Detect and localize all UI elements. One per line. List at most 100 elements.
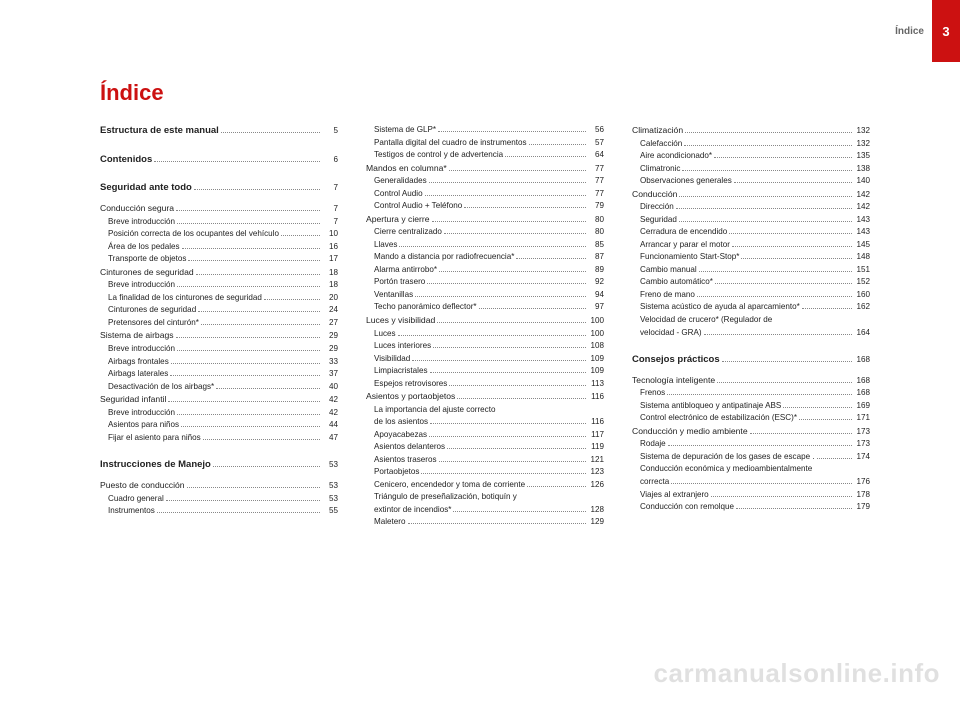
toc-entry[interactable]: Fijar el asiento para niños47 — [100, 432, 338, 445]
toc-entry[interactable]: Portaobjetos123 — [366, 466, 604, 479]
toc-entry[interactable]: Breve introducción7 — [100, 216, 338, 229]
toc-entry[interactable]: Control Audio77 — [366, 188, 604, 201]
toc-entry[interactable]: Asientos delanteros119 — [366, 441, 604, 454]
toc-entry[interactable]: Conducción142 — [632, 188, 870, 202]
toc-entry[interactable]: Sistema de airbags29 — [100, 329, 338, 343]
toc-entry[interactable]: Apertura y cierre80 — [366, 213, 604, 227]
toc-entry[interactable]: Limpiacristales109 — [366, 365, 604, 378]
toc-entry[interactable]: Seguridad143 — [632, 214, 870, 227]
toc-entry[interactable]: Llaves85 — [366, 239, 604, 252]
toc-entry[interactable]: Triángulo de preseñalización, botiquín y… — [366, 491, 604, 516]
toc-entry[interactable]: Conducción segura7 — [100, 202, 338, 216]
toc-entry[interactable]: Viajes al extranjero178 — [632, 489, 870, 502]
toc-entry[interactable]: Observaciones generales140 — [632, 175, 870, 188]
toc-label: Luces — [366, 328, 396, 341]
toc-entry[interactable]: Visibilidad109 — [366, 353, 604, 366]
toc-entry[interactable]: Calefacción132 — [632, 138, 870, 151]
toc-entry[interactable]: Instrucciones de Manejo53 — [100, 458, 338, 473]
toc-entry[interactable]: Asientos traseros121 — [366, 454, 604, 467]
toc-entry[interactable]: Breve introducción18 — [100, 279, 338, 292]
toc-entry[interactable]: Transporte de objetos17 — [100, 253, 338, 266]
toc-entry[interactable]: Tecnología inteligente168 — [632, 374, 870, 388]
toc-entry[interactable]: Climatronic138 — [632, 163, 870, 176]
toc-label: Espejos retrovisores — [366, 378, 447, 391]
leader-dots — [453, 511, 586, 512]
toc-entry[interactable]: Cierre centralizado80 — [366, 226, 604, 239]
toc-entry[interactable]: Cuadro general53 — [100, 493, 338, 506]
toc-entry[interactable]: Dirección142 — [632, 201, 870, 214]
toc-entry[interactable]: Puesto de conducción53 — [100, 479, 338, 493]
toc-entry[interactable]: Conducción con remolque179 — [632, 501, 870, 514]
leader-dots — [516, 258, 586, 259]
toc-entry[interactable]: Sistema acústico de ayuda al aparcamient… — [632, 301, 870, 314]
toc-entry[interactable]: Luces100 — [366, 328, 604, 341]
spacer — [100, 167, 338, 181]
toc-entry[interactable]: Cambio manual151 — [632, 264, 870, 277]
toc-entry[interactable]: Área de los pedales16 — [100, 241, 338, 254]
toc-label: Viajes al extranjero — [632, 489, 709, 502]
leader-dots — [449, 385, 586, 386]
toc-entry[interactable]: Mando a distancia por radiofrecuencia*87 — [366, 251, 604, 264]
toc-entry[interactable]: Posición correcta de los ocupantes del v… — [100, 228, 338, 241]
toc-entry[interactable]: Apoyacabezas117 — [366, 429, 604, 442]
toc-entry[interactable]: Instrumentos55 — [100, 505, 338, 518]
toc-entry[interactable]: Airbags laterales37 — [100, 368, 338, 381]
toc-entry[interactable]: Freno de mano160 — [632, 289, 870, 302]
toc-entry[interactable]: Portón trasero92 — [366, 276, 604, 289]
toc-entry[interactable]: Desactivación de los airbags*40 — [100, 381, 338, 394]
toc-entry[interactable]: Conducción y medio ambiente173 — [632, 425, 870, 439]
toc-entry[interactable]: Velocidad de crucero* (Regulador develoc… — [632, 314, 870, 339]
toc-entry[interactable]: Sistema de depuración de los gases de es… — [632, 451, 870, 464]
toc-entry[interactable]: Luces interiores108 — [366, 340, 604, 353]
toc-label: La importancia del ajuste correcto — [366, 404, 495, 417]
toc-entry[interactable]: Funcionamiento Start-Stop*148 — [632, 251, 870, 264]
toc-entry[interactable]: Pretensores del cinturón*27 — [100, 317, 338, 330]
toc-page: 64 — [588, 149, 604, 162]
toc-entry[interactable]: Control Audio + Teléfono79 — [366, 200, 604, 213]
toc-entry[interactable]: Frenos168 — [632, 387, 870, 400]
toc-entry[interactable]: Techo panorámico deflector*97 — [366, 301, 604, 314]
toc-entry[interactable]: Mandos en columna*77 — [366, 162, 604, 176]
toc-label: Limpiacristales — [366, 365, 428, 378]
toc-entry[interactable]: Cambio automático*152 — [632, 276, 870, 289]
toc-entry[interactable]: Asientos y portaobjetos116 — [366, 390, 604, 404]
toc-entry[interactable]: Consejos prácticos168 — [632, 353, 870, 368]
toc-entry[interactable]: Estructura de este manual5 — [100, 124, 338, 139]
toc-entry[interactable]: Sistema de GLP*56 — [366, 124, 604, 137]
toc-entry[interactable]: Contenidos6 — [100, 153, 338, 168]
toc-entry[interactable]: Cerradura de encendido143 — [632, 226, 870, 239]
toc-entry[interactable]: Climatización132 — [632, 124, 870, 138]
toc-entry[interactable]: Asientos para niños44 — [100, 419, 338, 432]
toc-entry[interactable]: La importancia del ajuste correctode los… — [366, 404, 604, 429]
toc-entry[interactable]: Breve introducción42 — [100, 407, 338, 420]
toc-entry[interactable]: Maletero129 — [366, 516, 604, 529]
leader-dots — [154, 161, 320, 162]
toc-entry[interactable]: Testigos de control y de advertencia64 — [366, 149, 604, 162]
toc-entry[interactable]: Cenicero, encendedor y toma de corriente… — [366, 479, 604, 492]
toc-entry[interactable]: Rodaje173 — [632, 438, 870, 451]
toc-entry[interactable]: Generalidades77 — [366, 175, 604, 188]
toc-entry[interactable]: Airbags frontales33 — [100, 356, 338, 369]
toc-entry[interactable]: Sistema antibloqueo y antipatinaje ABS16… — [632, 400, 870, 413]
toc-entry[interactable]: Control electrónico de estabilización (E… — [632, 412, 870, 425]
toc-entry[interactable]: Conducción económica y medioambientalmen… — [632, 463, 870, 488]
toc-column-2: Sistema de GLP*56Pantalla digital del cu… — [366, 124, 604, 529]
toc-label: Triángulo de preseñalización, botiquín y — [366, 491, 517, 504]
toc-entry[interactable]: Luces y visibilidad100 — [366, 314, 604, 328]
toc-entry[interactable]: Cinturones de seguridad24 — [100, 304, 338, 317]
toc-entry[interactable]: Seguridad ante todo7 — [100, 181, 338, 196]
toc-entry[interactable]: Aire acondicionado*135 — [632, 150, 870, 163]
toc-columns: Estructura de este manual5 Contenidos6 Seg… — [100, 124, 870, 529]
toc-label: Velocidad de crucero* (Regulador de — [632, 314, 772, 327]
toc-entry[interactable]: Arrancar y parar el motor145 — [632, 239, 870, 252]
toc-label: Fijar el asiento para niños — [100, 432, 201, 445]
toc-entry[interactable]: Espejos retrovisores113 — [366, 378, 604, 391]
toc-entry[interactable]: Ventanillas94 — [366, 289, 604, 302]
toc-entry[interactable]: La finalidad de los cinturones de seguri… — [100, 292, 338, 305]
toc-entry[interactable]: Breve introducción29 — [100, 343, 338, 356]
leader-dots — [429, 182, 586, 183]
toc-entry[interactable]: Alarma antirrobo*89 — [366, 264, 604, 277]
toc-entry[interactable]: Pantalla digital del cuadro de instrumen… — [366, 137, 604, 150]
toc-entry[interactable]: Seguridad infantil42 — [100, 393, 338, 407]
toc-entry[interactable]: Cinturones de seguridad18 — [100, 266, 338, 280]
